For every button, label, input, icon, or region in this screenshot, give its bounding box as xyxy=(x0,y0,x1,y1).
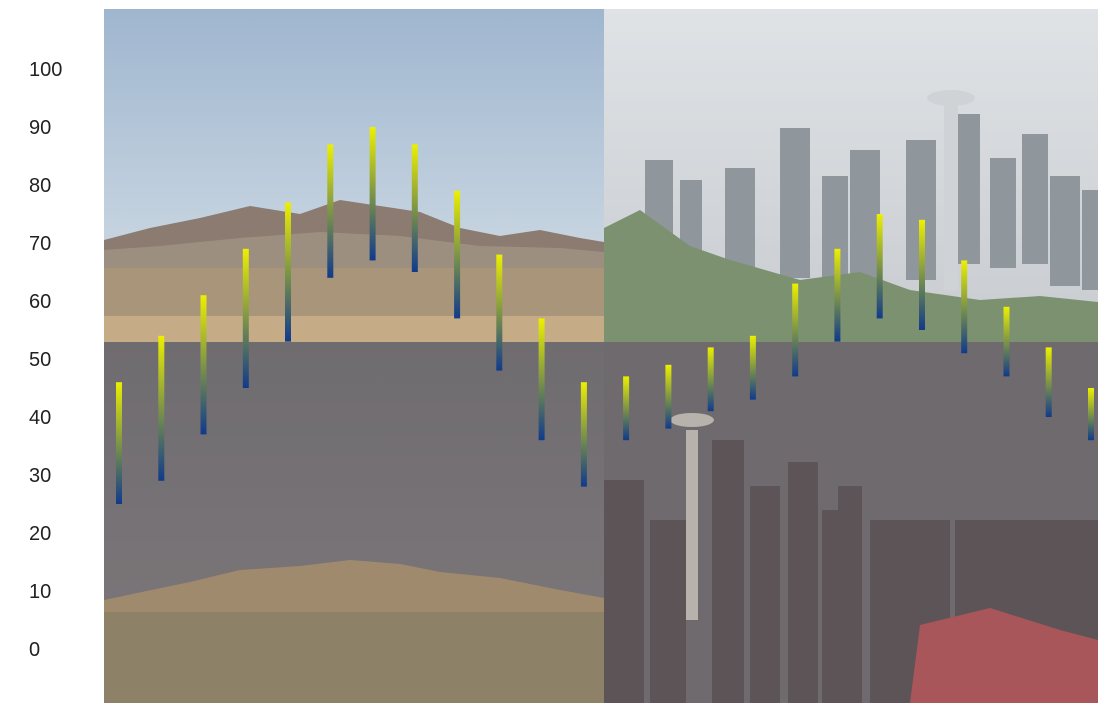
range-bar-21 xyxy=(961,260,968,354)
range-bar-23 xyxy=(1045,347,1052,417)
y-tick-label-70: 70 xyxy=(29,233,51,255)
range-bar-4 xyxy=(242,248,249,388)
range-bar-10 xyxy=(496,254,503,371)
photo-day-mountains xyxy=(104,9,604,342)
range-bar-19 xyxy=(876,214,883,319)
photo-day-skyline xyxy=(604,9,1098,342)
range-bar-1 xyxy=(116,382,122,504)
range-bar-12 xyxy=(580,382,587,487)
range-bar-9 xyxy=(454,190,461,319)
range-bar-6 xyxy=(327,144,334,278)
y-tick-label-90: 90 xyxy=(29,117,51,139)
range-bar-7 xyxy=(369,127,376,261)
range-bar-17 xyxy=(792,283,799,377)
photo-night-skyline xyxy=(604,342,1098,703)
y-axis: 0 10 20 30 40 50 60 70 80 90 100 xyxy=(29,59,62,661)
range-bar-5 xyxy=(285,202,291,342)
y-tick-label-0: 0 xyxy=(29,639,40,661)
range-bar-13 xyxy=(623,376,630,441)
background-photo-collage xyxy=(104,9,1098,703)
range-bar-24 xyxy=(1088,388,1094,441)
y-tick-label-60: 60 xyxy=(29,291,51,313)
photo-night-mountains xyxy=(104,342,604,703)
range-bar-15 xyxy=(707,347,714,412)
y-tick-label-100: 100 xyxy=(29,59,62,81)
range-bar-2 xyxy=(158,335,165,481)
y-tick-label-20: 20 xyxy=(29,523,51,545)
range-bar-11 xyxy=(538,318,545,441)
range-bar-20 xyxy=(919,219,925,330)
y-tick-label-30: 30 xyxy=(29,465,51,487)
range-bar-14 xyxy=(665,364,672,429)
range-bar-3 xyxy=(200,295,207,435)
y-tick-label-80: 80 xyxy=(29,175,51,197)
y-tick-label-10: 10 xyxy=(29,581,51,603)
range-bar-8 xyxy=(411,144,418,272)
y-tick-label-50: 50 xyxy=(29,349,51,371)
range-bars xyxy=(116,127,1094,504)
range-bar-22 xyxy=(1003,306,1010,377)
range-bar-18 xyxy=(834,248,841,342)
range-bar-16 xyxy=(749,335,756,400)
y-tick-label-40: 40 xyxy=(29,407,51,429)
